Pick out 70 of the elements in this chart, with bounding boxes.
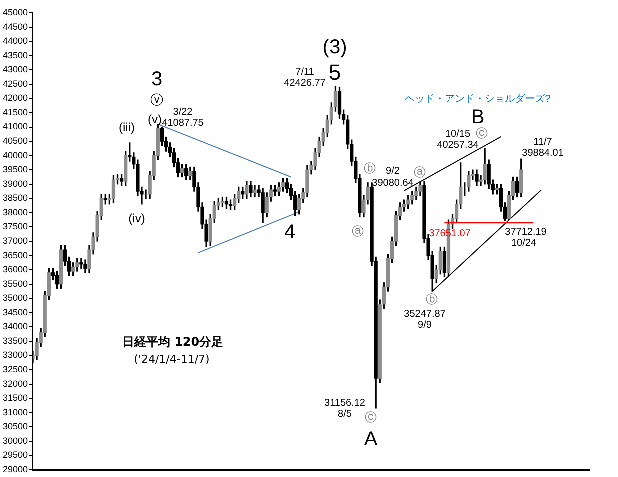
annotation: (iii)	[119, 120, 135, 134]
annotation: ⓥ	[150, 92, 164, 108]
y-tick-label: 41500	[2, 107, 28, 118]
annotation: 42426.77	[284, 78, 326, 89]
y-tick-label: 39000	[2, 178, 28, 189]
y-tick-label: 41000	[2, 122, 28, 132]
candlestick	[80, 258, 84, 269]
y-tick-label: 40500	[2, 136, 28, 146]
annotation: 10/24	[511, 238, 537, 249]
annotation: ⓐ	[414, 165, 426, 180]
y-tick-label: 43000	[2, 64, 28, 75]
annotation: ⓒ	[476, 126, 488, 140]
y-tick-label: 39500	[2, 164, 28, 175]
annotation: 35247.87	[404, 308, 446, 320]
annotation: 39884.01	[522, 148, 564, 159]
annotation: 9/2	[386, 166, 400, 177]
annotation: 8/5	[338, 408, 352, 420]
y-tick-label: 37000	[2, 236, 28, 246]
annotation: 3/22	[173, 106, 194, 118]
annotation: 37712.19	[505, 226, 548, 238]
y-tick-label: 43500	[2, 50, 28, 60]
y-tick-label: 32000	[2, 378, 28, 389]
y-tick-label: 29500	[2, 450, 28, 460]
y-tick-label: 36500	[2, 250, 28, 260]
annotation: 31156.12	[324, 398, 366, 409]
annotation: B	[471, 106, 485, 129]
annotation: 11/7	[534, 136, 553, 148]
annotation: 40257.34	[437, 140, 480, 151]
y-tick-label: 33500	[2, 336, 28, 346]
y-tick-label: 34000	[2, 322, 28, 332]
y-tick-label: 38500	[2, 193, 28, 204]
annotation: A	[364, 428, 378, 451]
y-tick-label: 29000	[2, 464, 28, 474]
y-tick-label: 30500	[2, 422, 28, 432]
annotation: ヘッド・アンド・ショルダーズ?	[405, 92, 552, 105]
text: ('24/1/4-11/7)	[134, 352, 210, 366]
y-tick-label: 35500	[2, 278, 28, 289]
ref-line-label: 37651.07	[429, 228, 472, 240]
y-tick-label: 36000	[2, 264, 28, 275]
y-tick-label: 33000	[2, 350, 28, 360]
y-tick-label: 30000	[2, 436, 28, 446]
y-tick-label: 34500	[2, 307, 28, 318]
annotation: ⓐ	[352, 224, 364, 238]
annotation: 4	[284, 222, 296, 244]
annotation: 10/15	[445, 128, 471, 140]
annotation: ⓑ	[426, 292, 438, 306]
y-tick-label: 31500	[2, 393, 28, 404]
annotation: 5	[328, 60, 342, 86]
y-tick-label: 45000	[2, 7, 28, 18]
y-tick-label: 44500	[2, 22, 28, 32]
annotation: 39080.64	[372, 178, 414, 189]
y-tick-label: 44000	[2, 36, 28, 46]
annotation: (3)	[322, 36, 348, 59]
y-tick-label: 31000	[2, 407, 28, 418]
annotation: 41087.75	[162, 118, 204, 129]
y-tick-label: 42000	[2, 93, 28, 104]
y-tick-label: 40000	[2, 150, 28, 160]
y-tick-label: 35000	[2, 293, 28, 304]
y-tick-label: 37500	[2, 222, 28, 232]
annotation: 9/9	[418, 320, 432, 331]
y-tick-label: 38000	[2, 207, 28, 218]
annotation: 7/11	[296, 66, 315, 78]
annotation: 3	[151, 68, 163, 91]
y-tick-label: 42500	[2, 78, 28, 89]
annotation: (v)	[148, 112, 162, 126]
annotation: (iv)	[128, 211, 146, 226]
annotation: ⓑ	[364, 161, 376, 176]
annotation: ⓒ	[365, 410, 377, 424]
text: 日経平均 120分足	[122, 335, 224, 350]
y-tick-label: 32500	[2, 364, 28, 375]
